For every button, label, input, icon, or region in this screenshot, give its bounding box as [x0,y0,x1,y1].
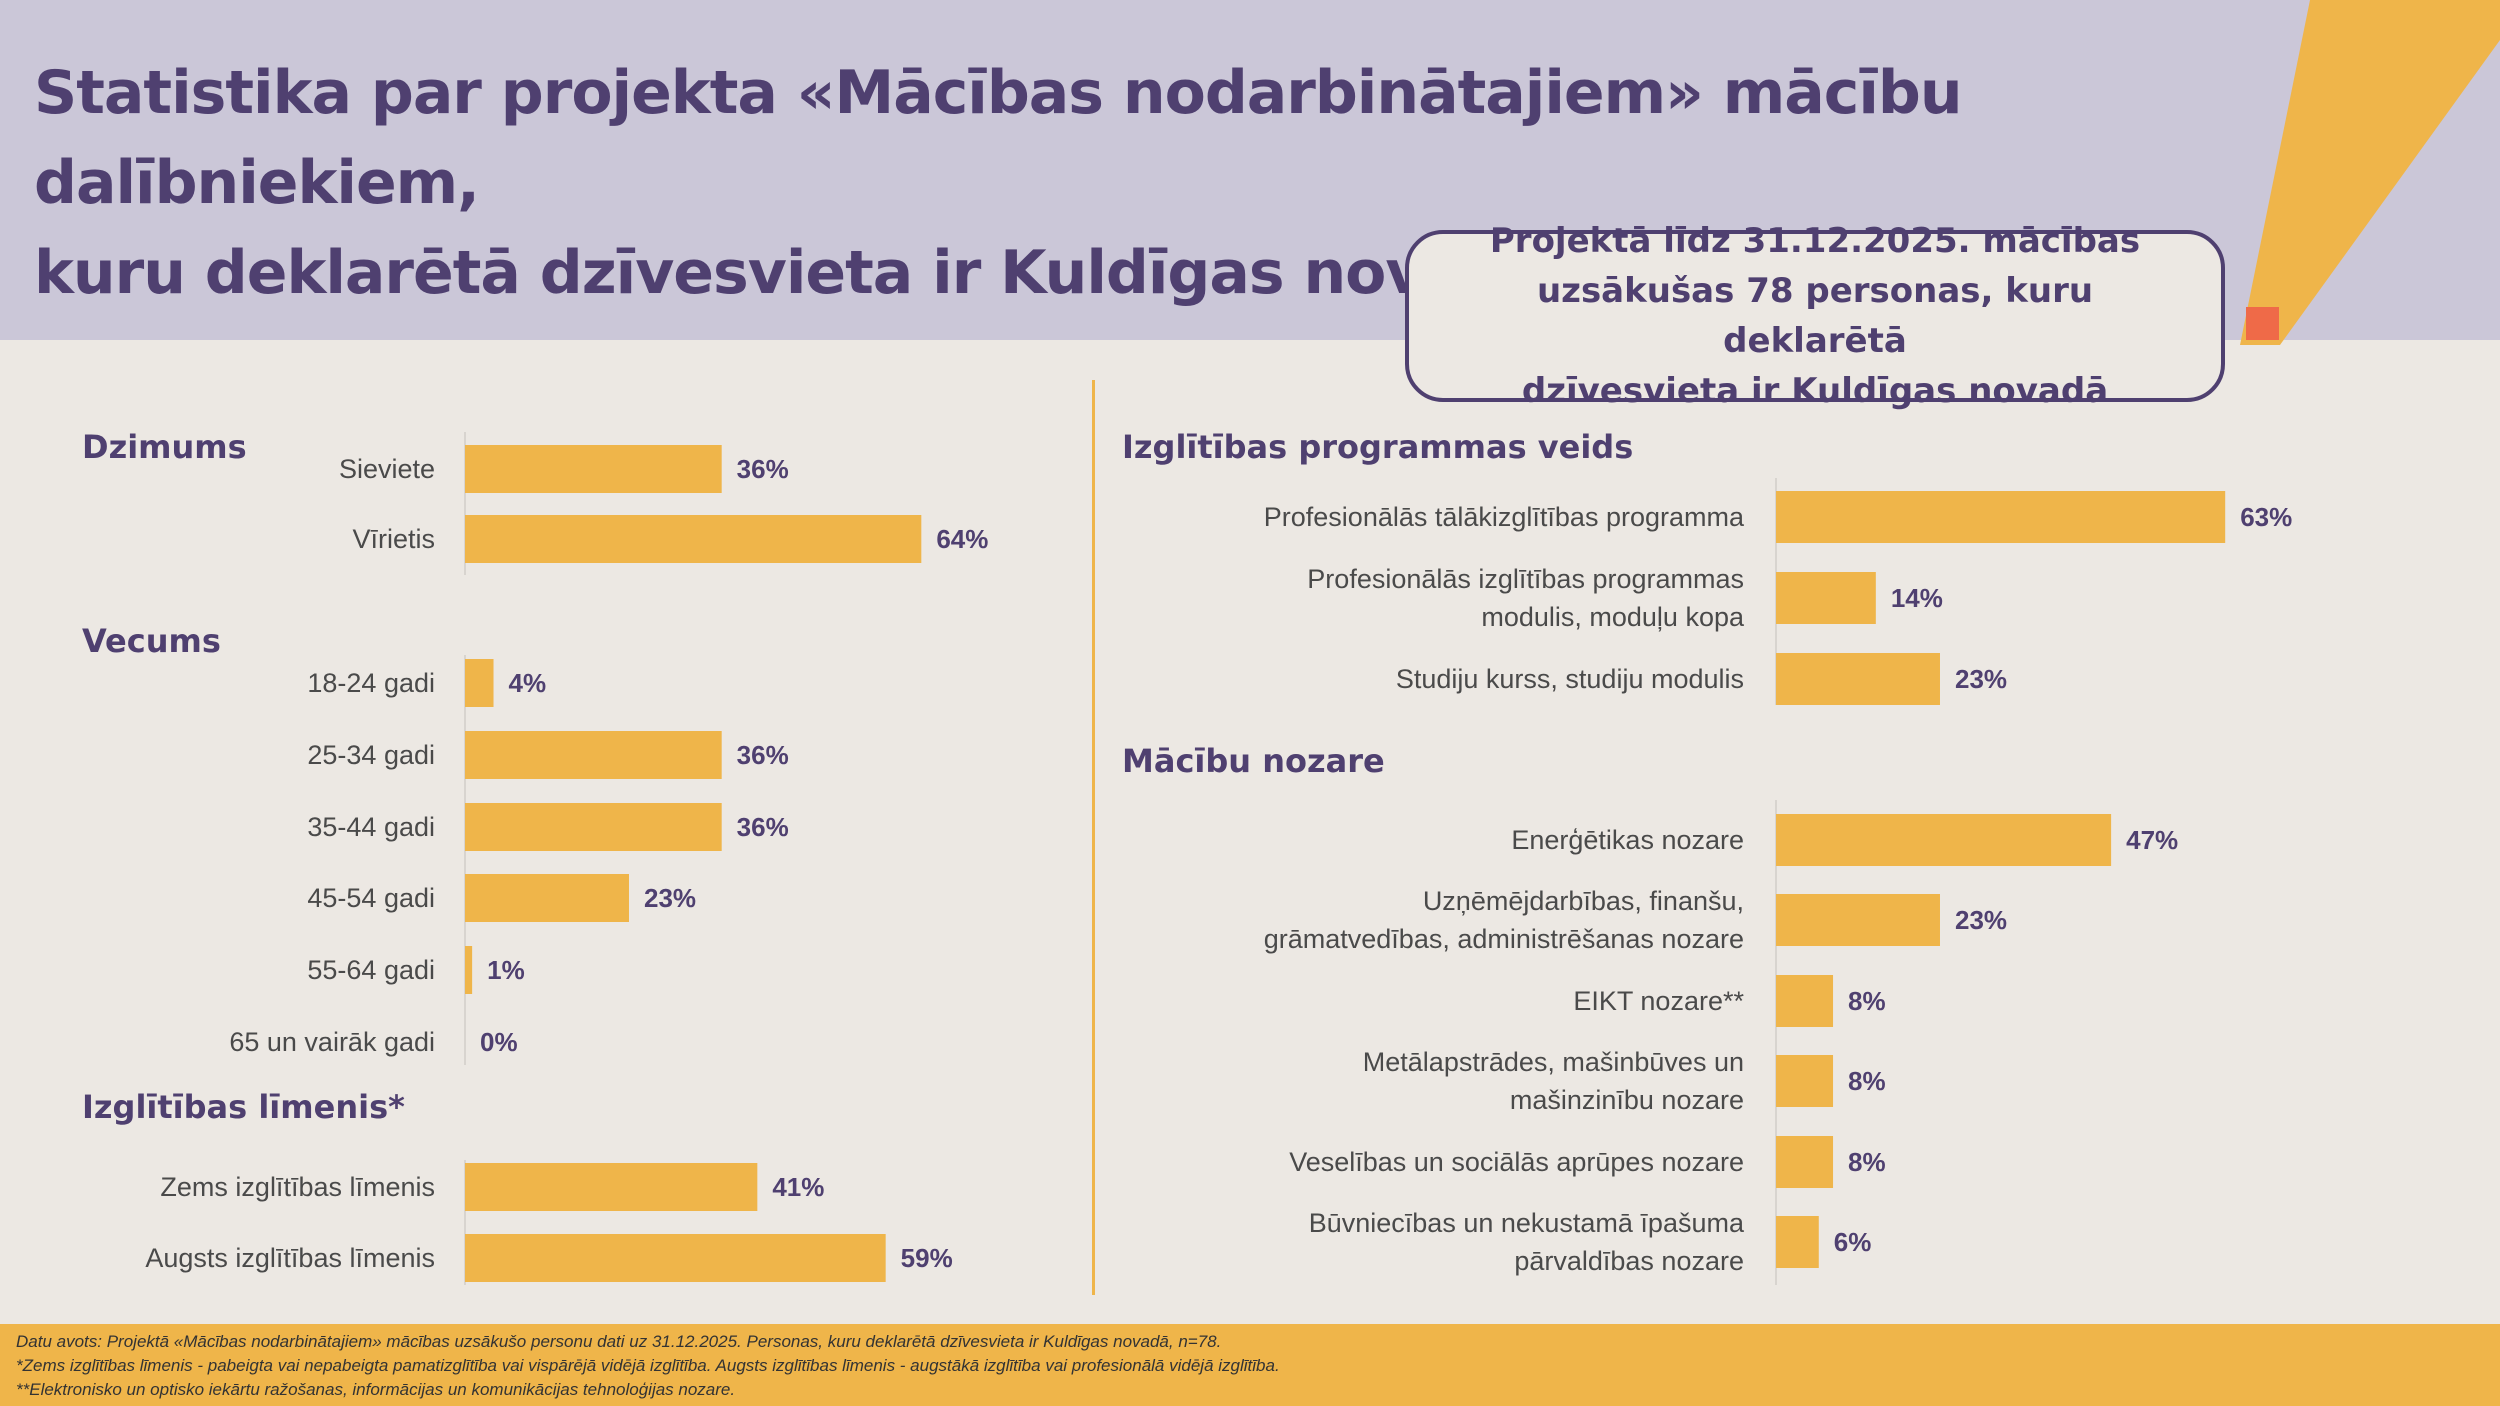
category-label-1-2: Vīrietis [352,524,435,554]
category-label-5-2: Uzņēmējdarbības, finanšu, grāmatvedības, … [1264,886,1744,954]
category-label-2-4: 45-54 gadi [307,883,435,913]
value-label-4-1: 63% [2240,502,2292,532]
value-label-2-2: 36% [737,740,789,770]
value-label-5-6: 6% [1834,1227,1872,1257]
value-label-5-5: 8% [1848,1147,1886,1177]
category-label-3-1: Zems izglītības līmenis [160,1172,435,1202]
bar-2-5 [465,946,473,994]
bar-4-3 [1776,653,1940,705]
category-label-3-2: Augsts izglītības līmenis [145,1243,435,1273]
bar-2-1 [465,659,494,707]
value-label-5-4: 8% [1848,1066,1886,1096]
value-label-3-2: 59% [901,1243,953,1273]
bar-3-1 [465,1163,758,1211]
value-label-2-1: 4% [509,668,547,698]
bar-2-4 [465,874,629,922]
footnote-source: Datu avots: Projektā «Mācības nodarbināt… [16,1332,1222,1351]
page-title-line-2: kuru deklarētā dzīvesvieta ir Kuldīgas n… [34,238,1545,308]
category-label-5-5: Veselības un sociālās aprūpes nozare [1289,1147,1744,1177]
value-label-1-1: 36% [737,454,789,484]
category-label-5-4: Metālapstrādes, mašinbūves un mašinzinību… [1363,1047,1744,1115]
bar-4-2 [1776,572,1876,624]
bar-2-3 [465,803,722,851]
category-label-4-1: Profesionālās tālākizglītības programma [1264,502,1745,532]
chart-title-2: Vecums [82,622,221,660]
chart-title-3: Izglītības līmenis* [82,1088,405,1126]
bar-5-3 [1776,975,1834,1027]
footnote-eikt: **Elektronisko un optisko iekārtu ražoša… [16,1380,736,1399]
category-label-5-6: Būvniecības un nekustamā īpašuma pārvaldī… [1309,1208,1745,1276]
bar-4-1 [1776,491,2226,543]
value-label-2-5: 1% [487,955,525,985]
value-label-5-1: 47% [2126,825,2178,855]
chart-title-4: Izglītības programmas veids [1122,428,1633,466]
value-label-3-1: 41% [772,1172,824,1202]
summary-text: Projektā līdz 31.12.2025. mācības uzsāku… [1449,216,2181,416]
footnote-education-level: *Zems izglītības līmenis - pabeigta vai … [16,1356,1280,1375]
category-label-2-1: 18-24 gadi [307,668,435,698]
chart-title-1: Dzimums [82,428,247,466]
value-label-4-3: 23% [1955,664,2007,694]
bar-3-2 [465,1234,886,1282]
category-label-2-5: 55-64 gadi [307,955,435,985]
category-label-2-2: 25-34 gadi [307,740,435,770]
center-divider [1092,380,1095,1295]
bar-5-2 [1776,894,1940,946]
bar-5-4 [1776,1055,1834,1107]
category-label-5-1: Enerģētikas nozare [1511,825,1744,855]
value-label-1-2: 64% [936,524,988,554]
footer: Datu avots: Projektā «Mācības nodarbināt… [0,1324,2500,1406]
page-title-line-1: Statistika par projekta «Mācības nodarbi… [34,58,1963,218]
category-label-4-3: Studiju kurss, studiju modulis [1396,664,1744,694]
category-label-1-1: Sieviete [339,454,435,484]
summary-line-1: Projektā līdz 31.12.2025. mācības [1489,221,2141,261]
bar-charts: Dzimums 36% Sieviete 64% Vīrietis Vecums 4% 18-… [82,428,2292,1285]
summary-box: Projektā līdz 31.12.2025. mācības uzsāku… [1405,221,2225,411]
decorative-orange-square [2246,307,2279,340]
category-label-2-3: 35-44 gadi [307,812,435,842]
category-label-2-6: 65 un vairāk gadi [229,1027,435,1057]
summary-line-3: dzīvesvieta ir Kuldīgas novadā [1521,371,2109,411]
category-label-4-2: Profesionālās izglītības programmas modul… [1307,564,1745,632]
value-label-5-3: 8% [1848,986,1886,1016]
value-label-4-2: 14% [1891,583,1943,613]
value-label-2-3: 36% [737,812,789,842]
bar-1-2 [465,515,922,563]
bar-5-6 [1776,1216,1819,1268]
value-label-2-4: 23% [644,883,696,913]
bar-2-2 [465,731,722,779]
category-label-5-3: EIKT nozare** [1573,986,1744,1016]
page-title: Statistika par projekta «Mācības nodarbi… [34,48,2234,318]
bar-5-1 [1776,814,2112,866]
summary-line-2: uzsākušas 78 personas, kuru deklarētā [1536,271,2094,361]
bar-1-1 [465,445,722,493]
value-label-2-6: 0% [480,1027,518,1057]
bar-5-5 [1776,1136,1834,1188]
chart-title-5: Mācību nozare [1122,742,1385,780]
value-label-5-2: 23% [1955,905,2007,935]
